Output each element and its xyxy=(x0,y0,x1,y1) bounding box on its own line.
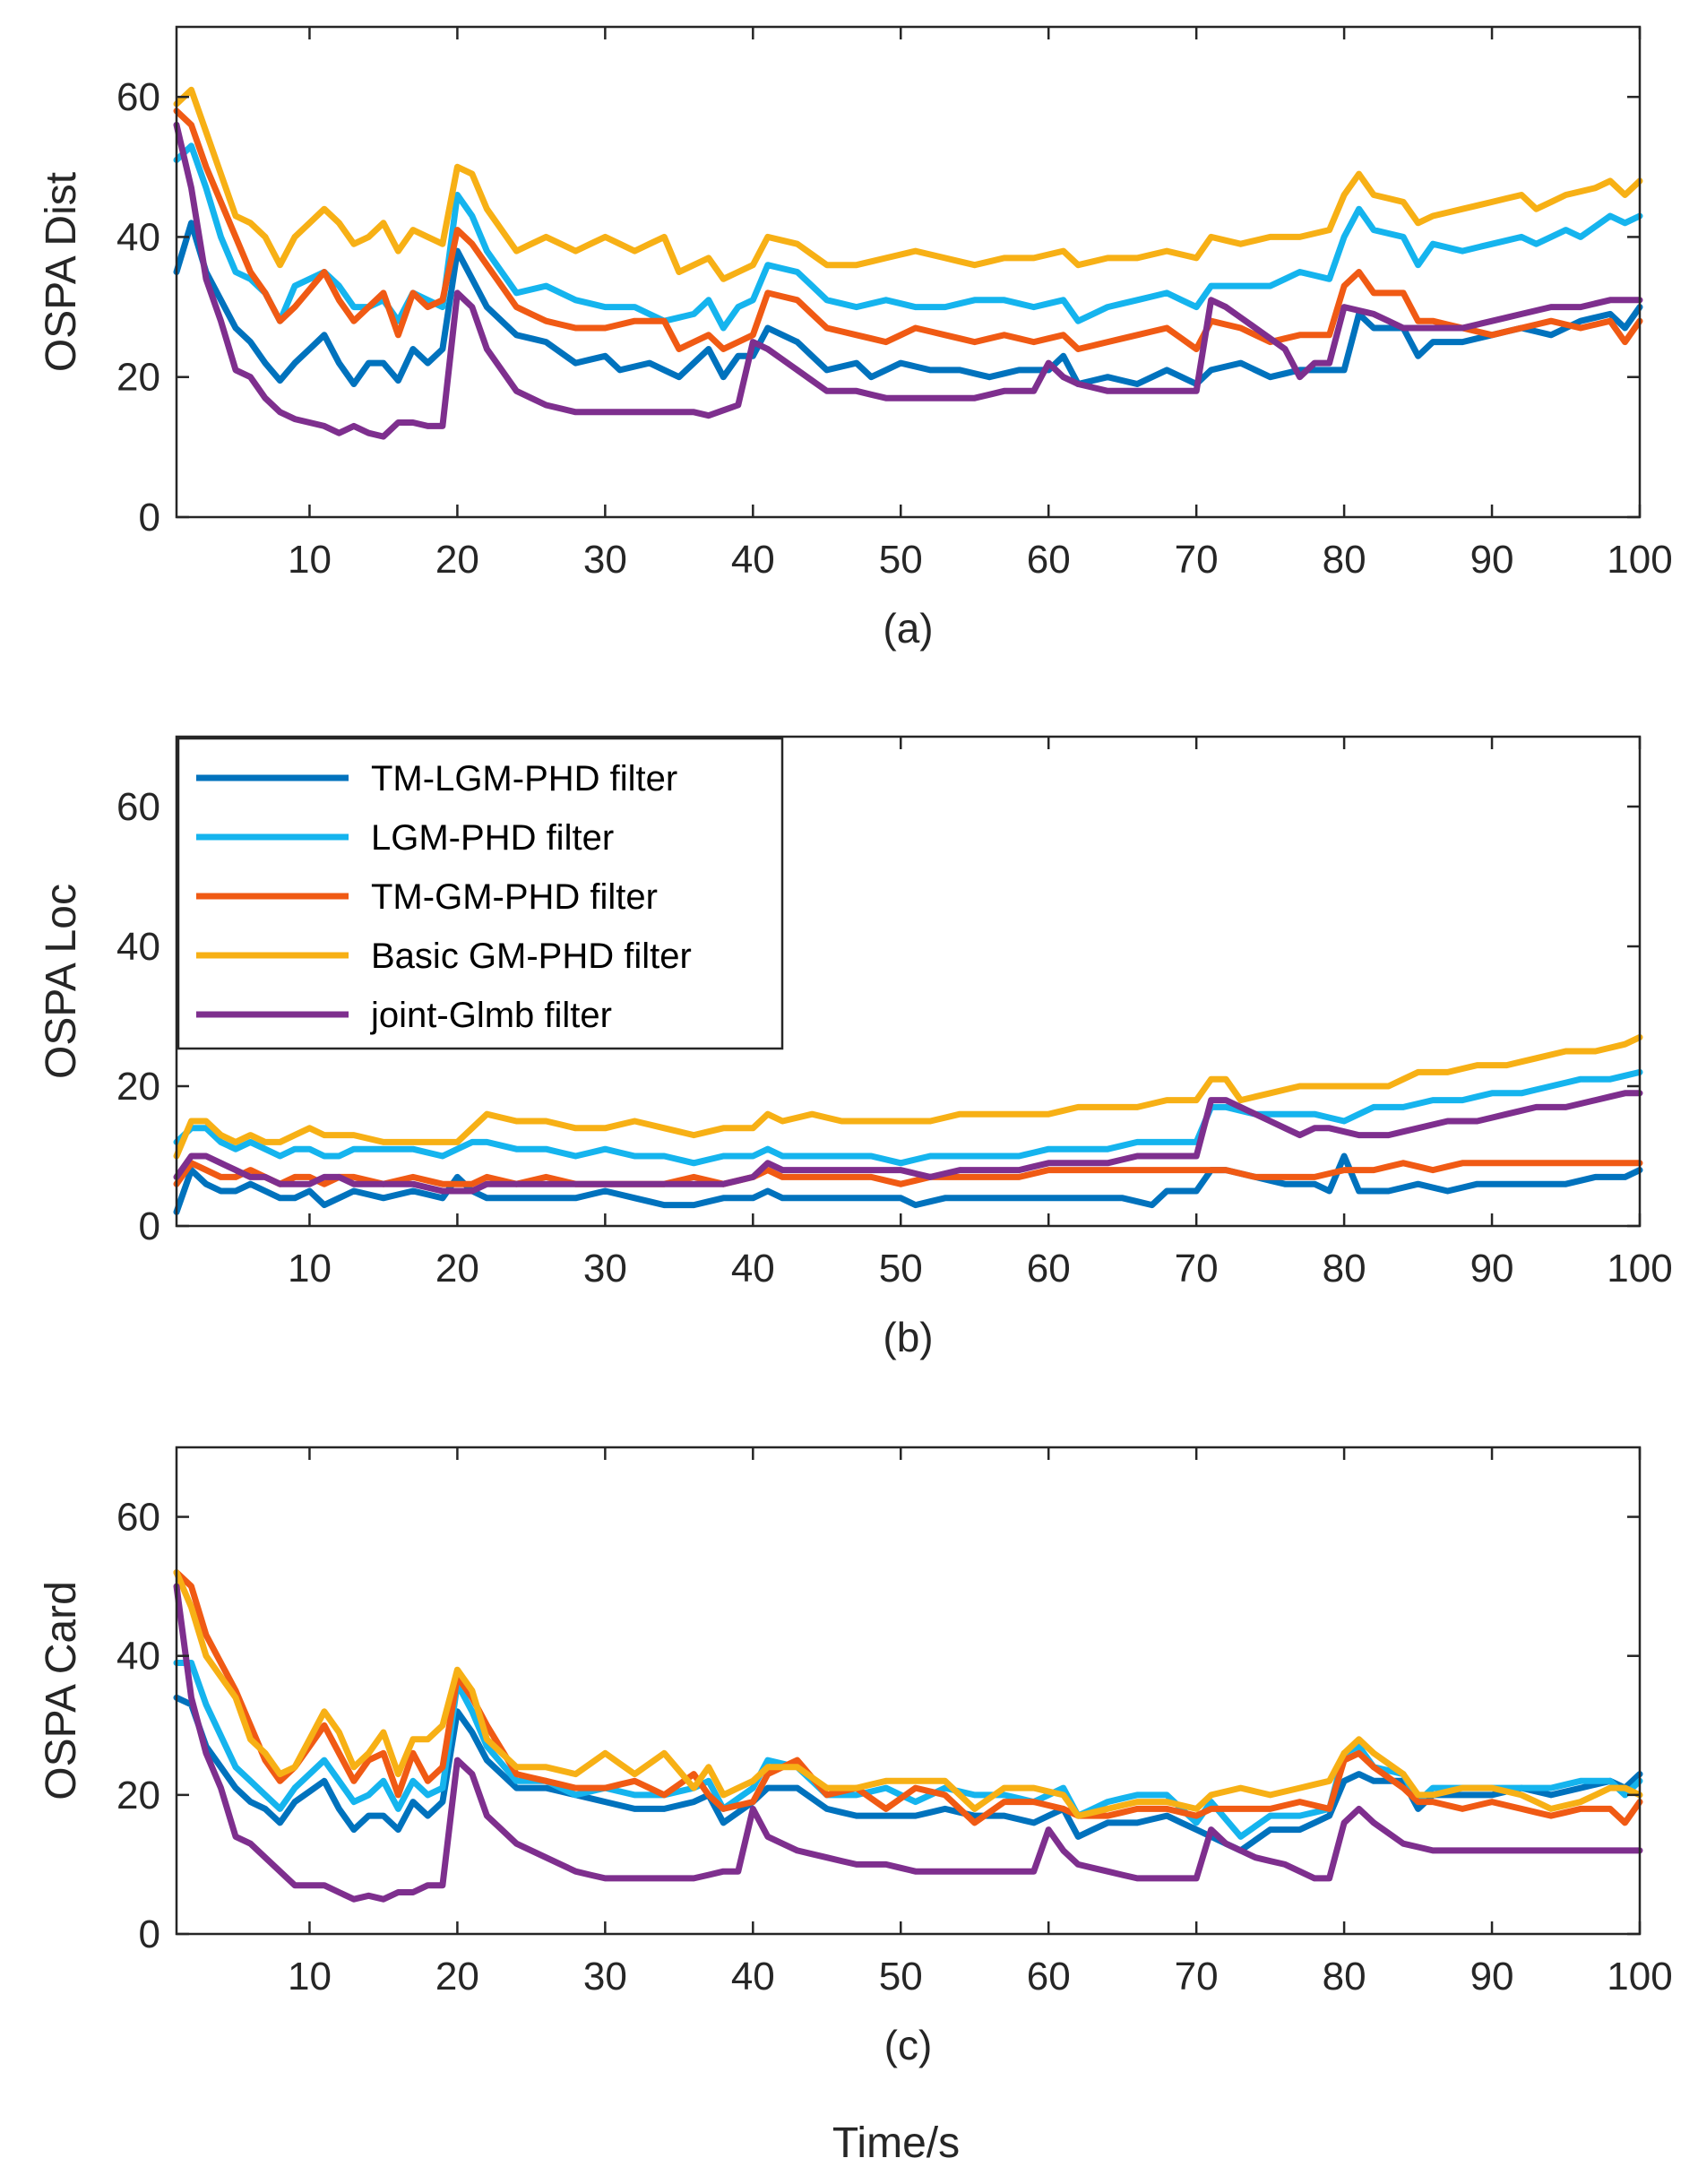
y-tick-label-b: 40 xyxy=(116,925,160,969)
series-line-a-tm-gm-phd-filter xyxy=(173,108,1643,352)
panel-label-a: (a) xyxy=(883,605,933,652)
y-tick-label-c: 60 xyxy=(116,1496,160,1540)
x-tick-label-a: 100 xyxy=(1607,538,1672,582)
y-tick-label-b: 20 xyxy=(116,1065,160,1109)
axes-frame-a xyxy=(175,25,1642,519)
x-tick-label-c: 50 xyxy=(879,1955,923,1998)
x-tick-label-a: 30 xyxy=(583,538,627,582)
x-tick-label-c: 100 xyxy=(1607,1955,1672,1998)
y-tick-label-c: 20 xyxy=(116,1774,160,1817)
x-tick-label-a: 20 xyxy=(435,538,479,582)
x-tick-label-b: 80 xyxy=(1323,1247,1366,1291)
x-tick-label-a: 40 xyxy=(731,538,775,582)
legend: TM-LGM-PHD filter LGM-PHD filter TM-GM-PHD… xyxy=(177,737,784,1050)
x-tick-label-b: 20 xyxy=(435,1247,479,1291)
x-tick-label-c: 60 xyxy=(1027,1955,1071,1998)
x-tick-label-b: 30 xyxy=(583,1247,627,1291)
series-line-c-basic-gm-phd-filter xyxy=(173,1569,1643,1819)
y-axis-title-c: OSPA Card xyxy=(38,1581,85,1800)
x-tick-label-c: 90 xyxy=(1470,1955,1514,1998)
x-tick-label-b: 10 xyxy=(288,1247,332,1291)
x-tick-label-a: 50 xyxy=(879,538,923,582)
x-tick-label-c: 10 xyxy=(288,1955,332,1998)
panel-label-c: (c) xyxy=(884,2022,933,2068)
legend-label-joint-glmb-filter: joint-Glmb filter xyxy=(370,996,612,1035)
axes-frame-c xyxy=(175,1446,1642,1936)
series-line-c-tm-gm-phd-filter xyxy=(173,1569,1643,1826)
x-tick-label-b: 70 xyxy=(1175,1247,1219,1291)
y-tick-label-b: 60 xyxy=(116,785,160,829)
series-line-b-lgm-phd-filter xyxy=(173,1068,1643,1167)
y-tick-label-a: 40 xyxy=(116,215,160,259)
x-axis-title: Time/s xyxy=(832,2119,960,2167)
x-tick-label-c: 80 xyxy=(1323,1955,1366,1998)
x-tick-label-b: 50 xyxy=(879,1247,923,1291)
axes-frame-b xyxy=(175,735,1642,1228)
y-tick-label-a: 0 xyxy=(139,496,160,540)
legend-label-tm-lgm-phd-filter: TM-LGM-PHD filter xyxy=(371,759,677,798)
panel-label-b: (b) xyxy=(883,1314,933,1360)
x-tick-label-c: 30 xyxy=(583,1955,627,1998)
y-axis-title-b: OSPA Loc xyxy=(38,884,85,1079)
series-line-b-joint-glmb-filter xyxy=(173,1090,1643,1195)
y-tick-label-b: 0 xyxy=(139,1204,160,1248)
plot-area-a xyxy=(177,27,1640,517)
x-tick-label-a: 10 xyxy=(288,538,332,582)
series-line-a-basic-gm-phd-filter xyxy=(173,86,1643,282)
x-tick-label-b: 100 xyxy=(1607,1247,1672,1291)
panel-a: 10 20 30 40 50 60 70 80 90 100 0 20 40 60 OSPA Dist (a) xyxy=(38,25,1673,652)
legend-label-basic-gm-phd-filter: Basic GM-PHD filter xyxy=(371,937,692,976)
x-tick-label-a: 90 xyxy=(1470,538,1514,582)
x-tick-label-c: 70 xyxy=(1175,1955,1219,1998)
series-line-a-tm-lgm-phd-filter xyxy=(173,220,1643,387)
series-line-a-joint-glmb-filter xyxy=(173,121,1643,440)
x-tick-label-a: 70 xyxy=(1175,538,1219,582)
legend-label-tm-gm-phd-filter: TM-GM-PHD filter xyxy=(371,877,658,917)
y-tick-label-a: 20 xyxy=(116,356,160,400)
y-tick-label-a: 60 xyxy=(116,75,160,119)
plot-area-c xyxy=(177,1447,1640,1934)
y-tick-label-c: 40 xyxy=(116,1635,160,1679)
series-line-c-joint-glmb-filter xyxy=(173,1583,1643,1903)
x-tick-label-c: 20 xyxy=(435,1955,479,1998)
x-tick-label-a: 60 xyxy=(1027,538,1071,582)
y-tick-label-c: 0 xyxy=(139,1912,160,1956)
panel-c: 10 20 30 40 50 60 70 80 90 100 0 20 40 60 OSPA Card (c) xyxy=(38,1446,1673,2068)
y-axis-title-a: OSPA Dist xyxy=(38,172,85,372)
x-tick-label-b: 60 xyxy=(1027,1247,1071,1291)
series-line-b-tm-gm-phd-filter xyxy=(173,1160,1643,1187)
legend-label-lgm-phd-filter: LGM-PHD filter xyxy=(371,818,614,858)
x-tick-label-b: 40 xyxy=(731,1247,775,1291)
series-line-b-basic-gm-phd-filter xyxy=(173,1033,1643,1160)
x-tick-label-b: 90 xyxy=(1470,1247,1514,1291)
x-tick-label-c: 40 xyxy=(731,1955,775,1998)
series-line-b-tm-lgm-phd-filter xyxy=(173,1152,1643,1215)
x-tick-label-a: 80 xyxy=(1323,538,1366,582)
